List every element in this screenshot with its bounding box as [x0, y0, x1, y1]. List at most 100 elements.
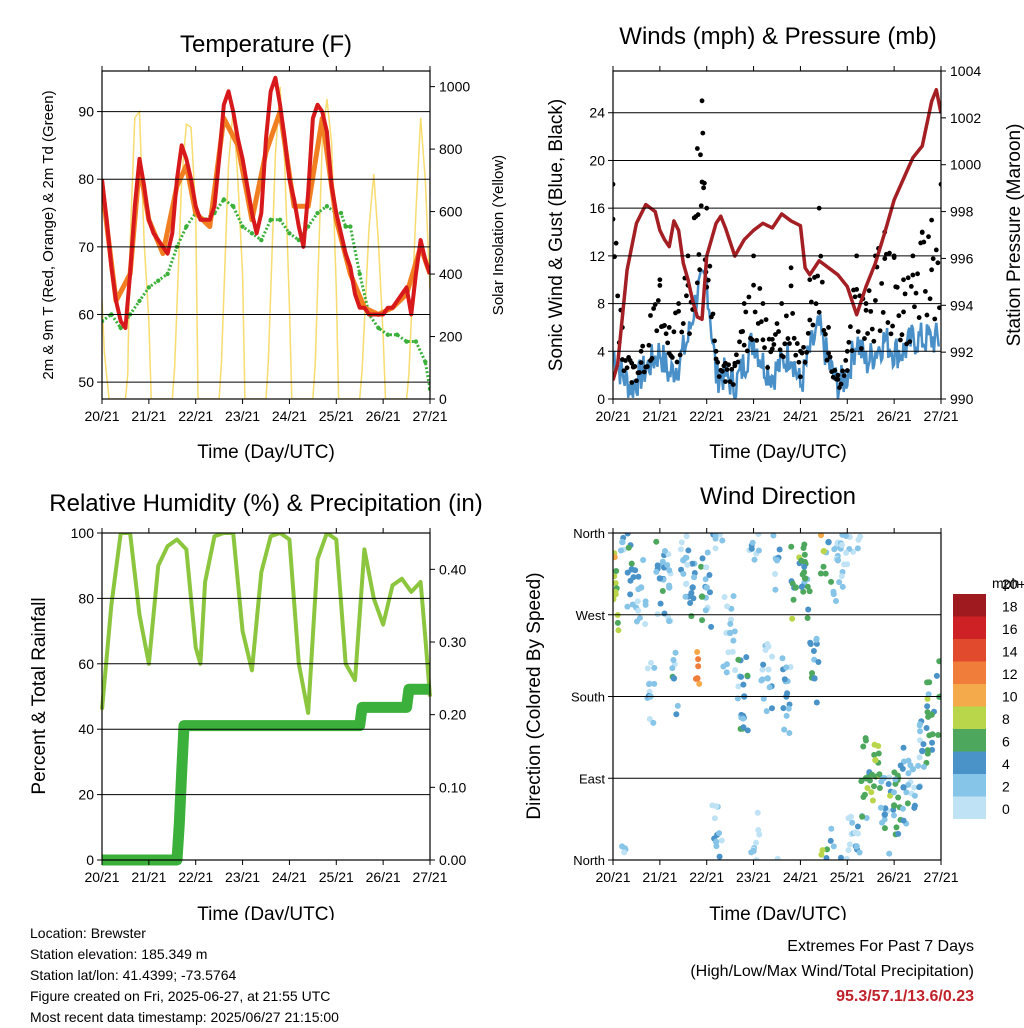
dewpoint-point — [413, 339, 419, 344]
direction-point — [892, 776, 899, 783]
gust-point — [932, 316, 938, 322]
x-tick-label: 25/21 — [319, 408, 354, 424]
direction-point — [689, 560, 696, 567]
legend-swatch — [953, 684, 986, 707]
direction-point — [881, 811, 888, 818]
dewpoint-point — [231, 204, 236, 209]
direction-point — [770, 533, 777, 539]
legend-unit: mph — [992, 575, 1019, 591]
y-tick-label: 50 — [78, 374, 94, 390]
extremes-title: Extremes For Past 7 Days — [787, 938, 974, 955]
direction-point — [882, 805, 889, 812]
gust-point — [912, 304, 917, 310]
direction-point — [911, 802, 918, 809]
direction-point — [773, 557, 781, 564]
gust-point — [729, 366, 735, 372]
gust-point — [773, 332, 778, 337]
direction-point — [890, 802, 898, 809]
gust-point — [698, 152, 703, 158]
y-tick-label: 40 — [78, 721, 94, 737]
humidity-plot — [100, 533, 432, 866]
gust-point — [679, 329, 685, 335]
direction-point — [810, 647, 817, 654]
direction-point — [860, 793, 867, 800]
direction-point — [815, 659, 822, 666]
gust-point — [913, 290, 919, 296]
gust-point — [741, 342, 747, 348]
direction-point — [822, 570, 829, 577]
y-axis-label: 2m & 9m T (Red, Orange) & 2m Td (Green) — [40, 90, 57, 379]
direction-point — [805, 606, 812, 613]
direction-point — [613, 554, 618, 561]
direction-point — [807, 639, 814, 646]
legend-swatch — [953, 594, 986, 617]
direction-point — [730, 593, 737, 600]
gust-point — [730, 382, 736, 387]
gust-point — [924, 312, 930, 318]
gust-point — [640, 343, 646, 349]
gust-point — [694, 280, 700, 286]
gust-point — [793, 352, 799, 358]
direction-point — [755, 547, 762, 554]
gust-point — [896, 313, 902, 319]
direction-point — [753, 839, 760, 846]
temperature-plot — [102, 75, 430, 399]
direction-point — [900, 784, 907, 791]
direction-point — [712, 545, 719, 552]
gust-point — [646, 342, 652, 348]
winds-plot — [613, 87, 941, 399]
direction-point — [628, 560, 635, 567]
direction-point — [699, 555, 706, 562]
chart-title: Winds (mph) & Pressure (mb) — [619, 23, 936, 50]
direction-point — [864, 785, 871, 792]
gust-point — [894, 284, 900, 290]
direction-point — [828, 578, 835, 585]
direction-point — [684, 561, 691, 568]
y-tick-label: 100 — [71, 525, 95, 541]
y-right-tick-label: 1000 — [439, 79, 470, 95]
x-tick-label: 24/21 — [272, 408, 307, 424]
gust-point — [921, 239, 927, 245]
direction-point — [933, 672, 940, 679]
y-right-tick-label: 0.00 — [439, 852, 466, 868]
x-tick-label: 24/21 — [272, 869, 307, 885]
direction-point — [695, 656, 702, 663]
gust-point — [826, 325, 831, 330]
y-tick-label: 16 — [589, 200, 605, 216]
direction-point — [699, 617, 706, 624]
gust-point — [788, 283, 794, 289]
dewpoint-point — [137, 298, 142, 304]
series-sonic-wind — [613, 269, 940, 399]
direction-point — [832, 598, 839, 605]
direction-point — [688, 613, 695, 620]
direction-point — [621, 849, 628, 856]
x-tick-label: 25/21 — [319, 869, 354, 885]
direction-point — [876, 771, 883, 778]
direction-point — [863, 815, 870, 822]
gust-point — [695, 212, 701, 218]
gust-point — [623, 358, 628, 363]
x-tick-label: 21/21 — [131, 869, 166, 885]
direction-point — [724, 603, 731, 610]
direction-point — [735, 656, 742, 663]
gust-point — [922, 288, 928, 294]
direction-point — [886, 850, 893, 857]
direction-point — [801, 551, 808, 558]
direction-point — [843, 855, 850, 860]
y-tick-label: 70 — [78, 239, 94, 255]
y-tick-label: 12 — [589, 248, 605, 264]
direction-point — [613, 573, 618, 580]
dewpoint-point — [221, 197, 227, 202]
gust-point — [700, 130, 706, 136]
direction-point — [843, 533, 850, 539]
direction-point — [691, 574, 698, 581]
direction-point — [790, 596, 797, 603]
gust-point — [919, 229, 925, 235]
x-axis-label: Time (Day/UTC) — [197, 904, 335, 920]
gust-point — [776, 329, 781, 334]
gust-point — [663, 331, 669, 337]
direction-point — [743, 654, 750, 661]
dewpoint-point — [343, 224, 348, 229]
direction-point — [657, 600, 664, 607]
direction-point — [760, 695, 767, 702]
